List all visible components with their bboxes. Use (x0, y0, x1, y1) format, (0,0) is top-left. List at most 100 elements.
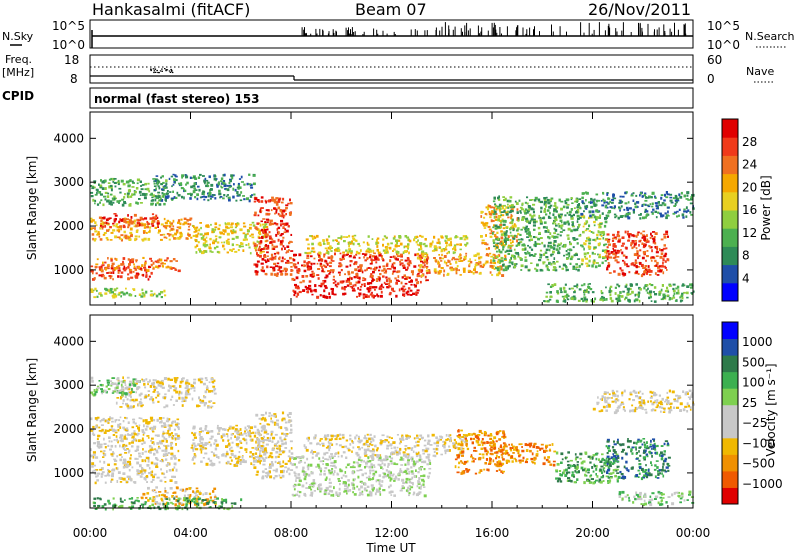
velocity-cell (147, 459, 150, 463)
power-cell (501, 205, 504, 207)
power-cell (679, 296, 681, 299)
power-cell (651, 249, 653, 253)
power-cell (186, 181, 189, 185)
power-cell (559, 219, 563, 222)
velocity-cell (252, 431, 255, 434)
power-cell (642, 267, 645, 269)
power-cell (115, 225, 118, 228)
power-cell (278, 231, 280, 234)
power-cell (686, 194, 689, 197)
power-cell (526, 250, 529, 253)
power-cell (645, 271, 649, 275)
power-cell (368, 287, 372, 290)
power-cell (641, 263, 644, 267)
power-cell (615, 215, 618, 218)
velocity-cell (166, 491, 169, 494)
velocity-cell (100, 388, 103, 391)
power-cell (306, 286, 310, 290)
power-cell (667, 206, 670, 209)
power-cell (107, 182, 111, 184)
power-cell (382, 243, 384, 247)
power-cell (525, 225, 528, 228)
velocity-cell (97, 416, 100, 419)
power-cell (648, 245, 651, 248)
power-cell (273, 262, 277, 265)
power-cell (566, 234, 570, 237)
power-cell (498, 259, 500, 262)
power-cell (459, 257, 462, 260)
power-cell (576, 283, 579, 286)
power-cell (549, 199, 553, 201)
velocity-cell (164, 490, 167, 493)
velocity-cell (138, 452, 141, 455)
power-cell (244, 235, 247, 239)
power-cell (170, 175, 174, 178)
power-cell (528, 235, 532, 238)
power-cell (190, 185, 193, 189)
power-cell (504, 234, 507, 237)
velocity-cell (165, 446, 168, 450)
power-cell (491, 210, 494, 214)
power-cell (517, 243, 521, 247)
power-cell (569, 257, 573, 261)
power-cell (146, 269, 150, 272)
velocity-cell (213, 379, 216, 382)
velocity-cell (164, 481, 167, 483)
velocity-cell (138, 429, 141, 432)
power-cell (282, 222, 286, 226)
velocity-cell (199, 380, 203, 384)
power-cell (161, 195, 164, 198)
power-cell (187, 233, 191, 237)
velocity-cell (148, 394, 150, 397)
velocity-cell (171, 421, 174, 425)
power-cell (582, 202, 586, 205)
power-cell (264, 221, 267, 224)
power-cell (512, 227, 515, 230)
power-cell (643, 252, 646, 256)
power-cell (533, 221, 537, 224)
power-cell (468, 264, 471, 268)
velocity-cell (102, 417, 105, 421)
power-cell (157, 259, 160, 262)
power-cell (156, 179, 160, 182)
power-cell (99, 238, 103, 241)
power-cell (126, 192, 130, 195)
velocity-cell (137, 439, 141, 443)
power-cell (539, 200, 544, 204)
power-cell (149, 257, 152, 260)
velocity-cell (122, 447, 125, 450)
power-cell (587, 264, 591, 267)
power-cell (351, 241, 353, 245)
power-cell (635, 247, 638, 250)
power-cell (416, 256, 420, 260)
power-cell (685, 198, 689, 200)
power-cell (386, 246, 389, 249)
power-cell (180, 182, 183, 186)
velocity-cell (159, 441, 162, 444)
power-cell (630, 194, 634, 197)
velocity-cell (236, 444, 240, 448)
power-cell (651, 202, 654, 205)
power-cell (628, 271, 631, 274)
power-cell (158, 292, 161, 296)
power-cell (265, 260, 268, 264)
velocity-cell (148, 379, 151, 382)
velocity-cell (133, 481, 137, 484)
power-cell (605, 238, 608, 241)
power-cell (498, 249, 501, 252)
power-cell (363, 256, 365, 259)
power-cell (508, 264, 511, 268)
power-cell (401, 276, 404, 279)
power-cell (634, 243, 637, 246)
velocity-cell (136, 458, 139, 460)
velocity-cell (154, 449, 158, 452)
velocity-cell (111, 454, 114, 457)
velocity-cell (119, 406, 123, 408)
power-cell (513, 257, 517, 260)
power-cell (95, 224, 98, 227)
power-cell (402, 285, 406, 288)
power-ytick-label: 1000 (53, 263, 84, 277)
power-cell (382, 238, 385, 241)
power-cell (631, 290, 634, 294)
power-cell (504, 254, 507, 257)
